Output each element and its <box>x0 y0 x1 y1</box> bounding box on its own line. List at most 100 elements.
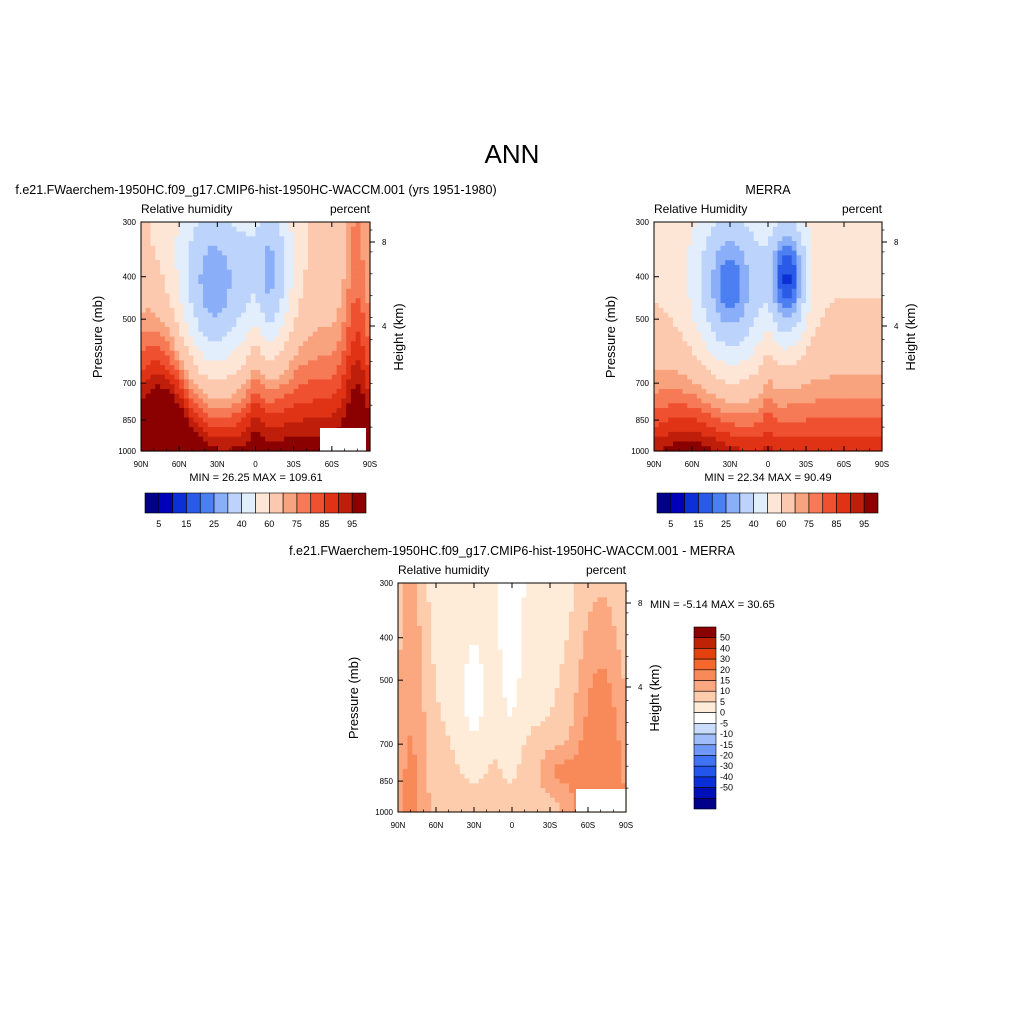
field-cell <box>245 260 252 266</box>
field-cell <box>768 398 774 404</box>
field-cell <box>250 293 257 299</box>
field-cell <box>250 236 257 242</box>
field-cell <box>673 298 679 304</box>
field-cell <box>265 269 271 276</box>
field-cell <box>193 260 199 266</box>
field-cell <box>844 250 850 256</box>
field-cell <box>274 231 280 237</box>
field-cell <box>265 274 271 280</box>
field-cell <box>791 427 798 433</box>
field-cell <box>863 236 869 242</box>
field-cell <box>720 393 726 400</box>
field-cell <box>327 322 333 328</box>
field-cell <box>872 350 878 357</box>
field-cell <box>658 412 665 419</box>
field-cell <box>198 355 204 361</box>
field-cell <box>164 274 171 280</box>
field-cell <box>336 231 342 237</box>
field-cell <box>867 408 874 414</box>
y2-tick-label: 8 <box>894 238 899 247</box>
field-cell <box>801 288 807 295</box>
field-cell <box>236 317 242 323</box>
field-cell <box>839 231 845 237</box>
field-cell <box>763 303 769 309</box>
field-cell <box>245 422 252 428</box>
field-cell <box>682 441 688 447</box>
field-cell <box>303 436 309 443</box>
field-cell <box>744 326 750 333</box>
field-cell <box>174 446 180 452</box>
field-cell <box>806 269 812 276</box>
field-cell <box>155 226 161 233</box>
field-cell <box>284 298 290 304</box>
field-cell <box>658 293 665 299</box>
field-cell <box>312 412 319 419</box>
field-cell <box>825 360 831 366</box>
field-cell <box>739 408 745 414</box>
field-cell <box>412 597 418 603</box>
field-cell <box>583 592 589 598</box>
field-cell <box>725 269 731 276</box>
field-cell <box>445 592 451 598</box>
field-cell <box>360 346 366 352</box>
field-cell <box>341 408 347 414</box>
field-cell <box>753 236 760 242</box>
field-cell <box>815 374 821 381</box>
field-cell <box>611 592 618 598</box>
field-cell <box>715 365 722 371</box>
field-cell <box>654 436 660 443</box>
field-cell <box>725 260 731 266</box>
field-cell <box>255 427 261 433</box>
field-cell <box>829 284 836 290</box>
field-cell <box>322 284 328 290</box>
field-cell <box>744 279 750 285</box>
colorbar-swatch <box>310 492 325 514</box>
field-cell <box>298 398 304 404</box>
field-cell <box>274 322 280 328</box>
field-cell <box>734 303 741 309</box>
field-cell <box>825 317 831 323</box>
field-cell <box>279 269 285 276</box>
field-cell <box>402 597 409 603</box>
field-cell <box>255 336 261 342</box>
field-cell <box>336 412 342 419</box>
field-cell <box>260 365 266 371</box>
field-cell <box>668 408 674 414</box>
field-cell <box>327 317 333 323</box>
field-cell <box>867 360 874 366</box>
field-cell <box>288 441 295 447</box>
field-cell <box>365 365 371 371</box>
field-cell <box>288 303 295 309</box>
field-cell <box>293 336 300 342</box>
field-cell <box>682 336 688 342</box>
field-cell <box>730 403 736 409</box>
field-cell <box>725 412 731 419</box>
field-cell <box>346 274 352 280</box>
field-cell <box>193 422 199 428</box>
field-cell <box>183 384 190 390</box>
field-cell <box>212 307 218 314</box>
field-cell <box>801 331 807 338</box>
field-cell <box>150 341 156 347</box>
field-cell <box>744 336 750 342</box>
field-cell <box>260 441 266 447</box>
field-cell <box>839 350 845 357</box>
field-cell <box>763 274 769 280</box>
field-cell <box>269 431 276 438</box>
field-cell <box>829 379 836 385</box>
field-cell <box>365 274 371 280</box>
field-cell <box>711 260 717 266</box>
field-cell <box>658 417 665 423</box>
field-cell <box>241 336 247 342</box>
field-cell <box>663 269 669 276</box>
field-cell <box>858 293 864 299</box>
field-cell <box>212 446 218 452</box>
field-cell <box>806 436 812 443</box>
field-cell <box>692 398 698 404</box>
field-cell <box>787 431 793 438</box>
field-cell <box>236 326 242 333</box>
field-cell <box>825 369 831 376</box>
field-cell <box>265 384 271 390</box>
field-cell <box>207 260 214 266</box>
field-cell <box>658 388 665 395</box>
